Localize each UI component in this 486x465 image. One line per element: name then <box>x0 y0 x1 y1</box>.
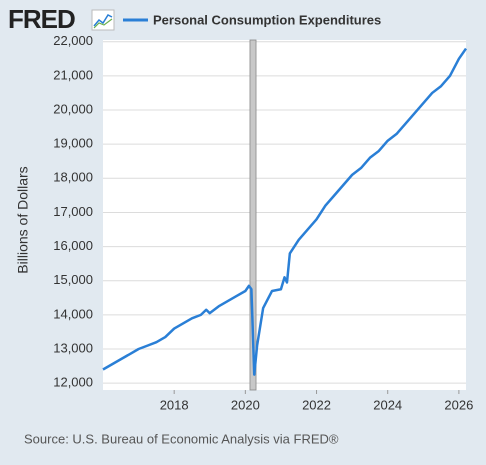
y-tick-label: 21,000 <box>53 67 93 82</box>
legend-label: Personal Consumption Expenditures <box>153 12 381 27</box>
y-tick-label: 16,000 <box>53 238 93 253</box>
recession-band <box>249 39 257 391</box>
y-tick-label: 12,000 <box>53 375 93 390</box>
y-tick-label: 14,000 <box>53 306 93 321</box>
x-tick-label: 2020 <box>231 397 260 412</box>
y-axis-label: Billions of Dollars <box>15 166 31 273</box>
y-tick-label: 18,000 <box>53 170 93 185</box>
y-tick-label: 15,000 <box>53 272 93 287</box>
y-tick-label: 13,000 <box>53 340 93 355</box>
series-line <box>102 47 468 376</box>
plot-area <box>103 40 466 390</box>
y-tick-label: 22,000 <box>53 33 93 48</box>
x-tick-label: 2024 <box>373 397 402 412</box>
logo: FRED <box>8 4 75 34</box>
source: Source: U.S. Bureau of Economic Analysis… <box>24 431 339 446</box>
x-tick-label: 2022 <box>302 397 331 412</box>
x-tick-label: 2018 <box>160 397 189 412</box>
logo-icon <box>91 9 115 31</box>
x-tick-label: 2026 <box>444 397 473 412</box>
y-tick-label: 19,000 <box>53 136 93 151</box>
y-tick-label: 20,000 <box>53 101 93 116</box>
y-tick-label: 17,000 <box>53 204 93 219</box>
